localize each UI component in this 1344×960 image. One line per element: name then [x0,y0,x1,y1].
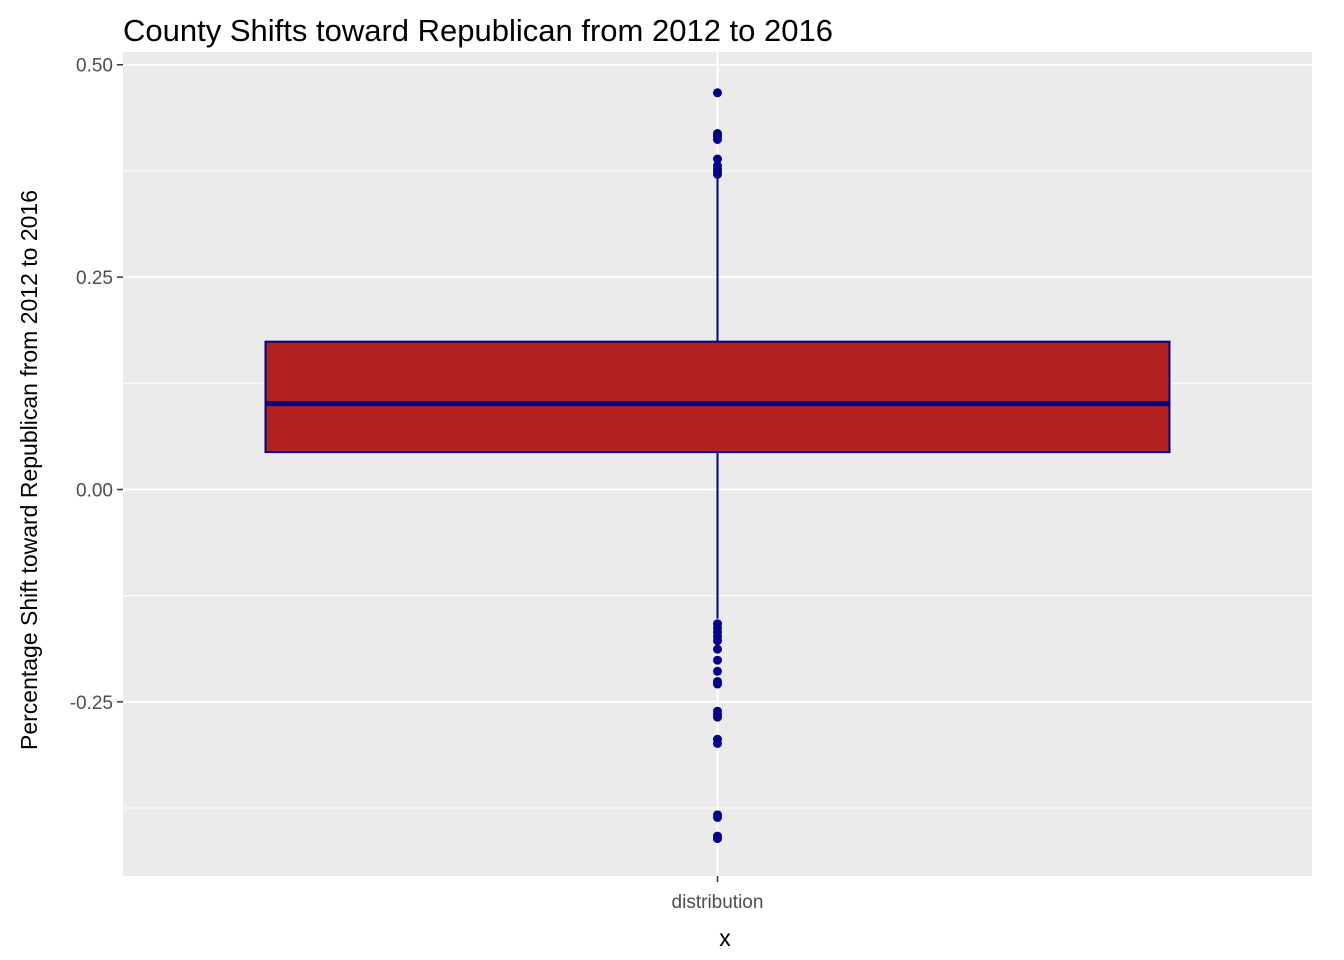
outlier-point [713,636,722,646]
outlier-point [713,154,722,164]
axis-layer: 0.50 0.25 0.00 -0.25 distribution [70,56,764,913]
outlier-point [713,834,722,844]
outlier-point [713,712,722,722]
x-axis-title: x [719,925,731,951]
y-axis-title: Percentage Shift toward Republican from … [16,190,42,750]
outlier-point [713,134,722,144]
outlier-point [713,738,722,748]
outlier-point [713,644,722,654]
y-tick-label: 0.50 [76,56,113,77]
chart-title: County Shifts toward Republican from 201… [123,13,833,48]
outlier-point [713,679,722,689]
box-layer [264,175,1171,619]
outlier-point [713,88,722,98]
x-tick-label: distribution [672,892,764,913]
outlier-point [713,666,722,676]
outlier-point [713,655,722,665]
y-tick-label: -0.25 [70,693,113,714]
box-iqr [264,340,1171,454]
y-tick-label: 0.25 [76,268,113,289]
y-tick-label: 0.00 [76,480,113,501]
outlier-point [713,812,722,822]
outlier-point [713,169,722,179]
outlier-layer [713,88,722,844]
